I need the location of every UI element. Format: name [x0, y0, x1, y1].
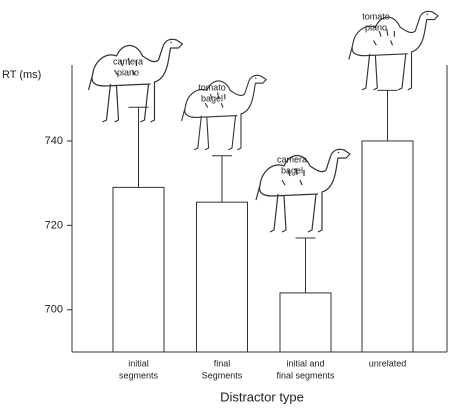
y-tick-label: 720	[45, 219, 63, 231]
y-axis-label: RT (ms)	[2, 69, 41, 81]
camel-label: bagel	[201, 93, 223, 103]
camel-label: piano	[365, 22, 387, 32]
bar	[361, 140, 414, 353]
camel-icon	[348, 10, 439, 91]
x-tick-label: final segments	[276, 370, 335, 380]
camel-label: bagel	[281, 165, 303, 175]
x-tick-label: unrelated	[369, 358, 407, 368]
camel-label: tomato	[198, 82, 226, 92]
camel-icon	[87, 38, 184, 123]
camel-label: tomato	[362, 11, 390, 21]
bar	[196, 201, 248, 353]
x-tick-label: initial	[128, 358, 149, 368]
camel-label: camera	[113, 56, 143, 66]
x-tick-label: initial and	[286, 358, 324, 368]
x-axis-label: Distractor type	[220, 389, 304, 404]
y-tick-label: 700	[45, 304, 63, 316]
x-tick-label: segments	[119, 370, 159, 380]
bar	[112, 186, 165, 353]
y-tick-label: 740	[45, 135, 63, 147]
camel-label: piano	[117, 67, 139, 77]
camel-label: camera	[277, 154, 307, 164]
x-tick-label: Segments	[202, 370, 243, 380]
x-tick-label: final	[214, 358, 231, 368]
bar	[279, 292, 332, 353]
